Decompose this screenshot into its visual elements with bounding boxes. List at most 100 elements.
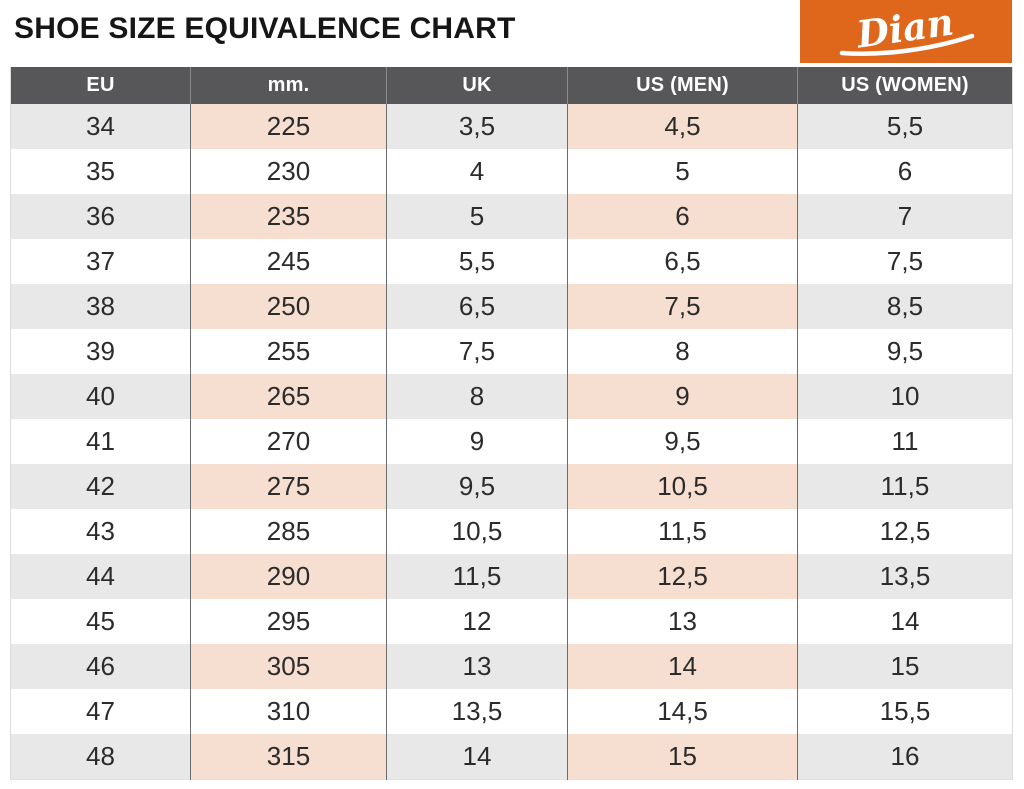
table-row: 36 235 5 6 7 bbox=[10, 194, 1013, 239]
table-row: 43 285 10,5 11,5 12,5 bbox=[10, 509, 1013, 554]
table-row: 34 225 3,5 4,5 5,5 bbox=[10, 104, 1013, 149]
table-row: 38 250 6,5 7,5 8,5 bbox=[10, 284, 1013, 329]
table-cell: 34 bbox=[10, 104, 191, 149]
table-cell: 290 bbox=[190, 554, 387, 599]
table-cell: 230 bbox=[190, 149, 387, 194]
table-row: 37 245 5,5 6,5 7,5 bbox=[10, 239, 1013, 284]
table-cell: 39 bbox=[10, 329, 191, 374]
table-cell: 4,5 bbox=[567, 104, 798, 149]
table-cell: 9,5 bbox=[797, 329, 1013, 374]
table-cell: 6 bbox=[567, 194, 798, 239]
col-header-mm: mm. bbox=[190, 67, 387, 104]
table-cell: 15 bbox=[567, 734, 798, 779]
table-cell: 15,5 bbox=[797, 689, 1013, 734]
table-cell: 11,5 bbox=[797, 464, 1013, 509]
table-cell: 37 bbox=[10, 239, 191, 284]
col-header-uk: UK bbox=[386, 67, 568, 104]
size-table: EU mm. UK US (MEN) US (WOMEN) 34 225 3,5 4,… bbox=[10, 67, 1013, 780]
table-cell: 310 bbox=[190, 689, 387, 734]
table-cell: 235 bbox=[190, 194, 387, 239]
header-row: EU mm. UK US (MEN) US (WOMEN) bbox=[10, 67, 1013, 104]
table-cell: 11 bbox=[797, 419, 1013, 464]
table-cell: 305 bbox=[190, 644, 387, 689]
brand-wordmark: Dian bbox=[853, 0, 956, 57]
table-cell: 12 bbox=[386, 599, 568, 644]
table-row: 47 310 13,5 14,5 15,5 bbox=[10, 689, 1013, 734]
table-row: 35 230 4 5 6 bbox=[10, 149, 1013, 194]
table-cell: 11,5 bbox=[567, 509, 798, 554]
table-cell: 14 bbox=[567, 644, 798, 689]
table-cell: 285 bbox=[190, 509, 387, 554]
brand-logo-art: Dian bbox=[839, 0, 975, 57]
table-cell: 14 bbox=[797, 599, 1013, 644]
table-row: 40 265 8 9 10 bbox=[10, 374, 1013, 419]
table-cell: 7 bbox=[797, 194, 1013, 239]
table-row: 46 305 13 14 15 bbox=[10, 644, 1013, 689]
page-title: SHOE SIZE EQUIVALENCE CHART bbox=[14, 12, 516, 45]
table-cell: 40 bbox=[10, 374, 191, 419]
table-cell: 250 bbox=[190, 284, 387, 329]
table-cell: 12,5 bbox=[797, 509, 1013, 554]
table-cell: 10,5 bbox=[567, 464, 798, 509]
table-row: 44 290 11,5 12,5 13,5 bbox=[10, 554, 1013, 599]
table-cell: 42 bbox=[10, 464, 191, 509]
table-cell: 3,5 bbox=[386, 104, 568, 149]
table-cell: 245 bbox=[190, 239, 387, 284]
table-cell: 7,5 bbox=[567, 284, 798, 329]
table-cell: 8,5 bbox=[797, 284, 1013, 329]
table-cell: 36 bbox=[10, 194, 191, 239]
table-cell: 16 bbox=[797, 734, 1013, 779]
table-cell: 315 bbox=[190, 734, 387, 779]
table-cell: 47 bbox=[10, 689, 191, 734]
table-cell: 15 bbox=[797, 644, 1013, 689]
table-row: 42 275 9,5 10,5 11,5 bbox=[10, 464, 1013, 509]
table-cell: 9,5 bbox=[386, 464, 568, 509]
size-chart: EU mm. UK US (MEN) US (WOMEN) 34 225 3,5 4,… bbox=[10, 67, 1013, 780]
table-row: 41 270 9 9,5 11 bbox=[10, 419, 1013, 464]
table-cell: 9 bbox=[567, 374, 798, 419]
table-cell: 13,5 bbox=[386, 689, 568, 734]
table-cell: 13,5 bbox=[797, 554, 1013, 599]
table-cell: 48 bbox=[10, 734, 191, 779]
table-cell: 35 bbox=[10, 149, 191, 194]
table-cell: 5,5 bbox=[386, 239, 568, 284]
table-cell: 255 bbox=[190, 329, 387, 374]
table-cell: 13 bbox=[567, 599, 798, 644]
table-cell: 225 bbox=[190, 104, 387, 149]
table-cell: 9,5 bbox=[567, 419, 798, 464]
table-row: 48 315 14 15 16 bbox=[10, 734, 1013, 779]
table-cell: 14,5 bbox=[567, 689, 798, 734]
table-row: 39 255 7,5 8 9,5 bbox=[10, 329, 1013, 374]
col-header-us-men: US (MEN) bbox=[567, 67, 798, 104]
table-cell: 6,5 bbox=[386, 284, 568, 329]
table-cell: 38 bbox=[10, 284, 191, 329]
table-cell: 44 bbox=[10, 554, 191, 599]
table-cell: 10,5 bbox=[386, 509, 568, 554]
table-cell: 5 bbox=[567, 149, 798, 194]
table-cell: 5 bbox=[386, 194, 568, 239]
table-cell: 11,5 bbox=[386, 554, 568, 599]
table-cell: 265 bbox=[190, 374, 387, 419]
table-cell: 7,5 bbox=[386, 329, 568, 374]
table-cell: 7,5 bbox=[797, 239, 1013, 284]
table-cell: 8 bbox=[386, 374, 568, 419]
table-cell: 45 bbox=[10, 599, 191, 644]
table-cell: 270 bbox=[190, 419, 387, 464]
table-cell: 10 bbox=[797, 374, 1013, 419]
table-cell: 46 bbox=[10, 644, 191, 689]
table-cell: 13 bbox=[386, 644, 568, 689]
table-cell: 43 bbox=[10, 509, 191, 554]
brand-logo: Dian bbox=[800, 0, 1012, 63]
table-cell: 4 bbox=[386, 149, 568, 194]
table-body: 34 225 3,5 4,5 5,5 35 230 4 5 6 36 235 5 6 7 37 245 5,5 6,… bbox=[10, 104, 1013, 779]
col-header-eu: EU bbox=[10, 67, 191, 104]
table-cell: 275 bbox=[190, 464, 387, 509]
table-cell: 41 bbox=[10, 419, 191, 464]
table-cell: 5,5 bbox=[797, 104, 1013, 149]
table-cell: 14 bbox=[386, 734, 568, 779]
table-cell: 12,5 bbox=[567, 554, 798, 599]
table-cell: 295 bbox=[190, 599, 387, 644]
table-cell: 9 bbox=[386, 419, 568, 464]
col-header-us-women: US (WOMEN) bbox=[797, 67, 1013, 104]
